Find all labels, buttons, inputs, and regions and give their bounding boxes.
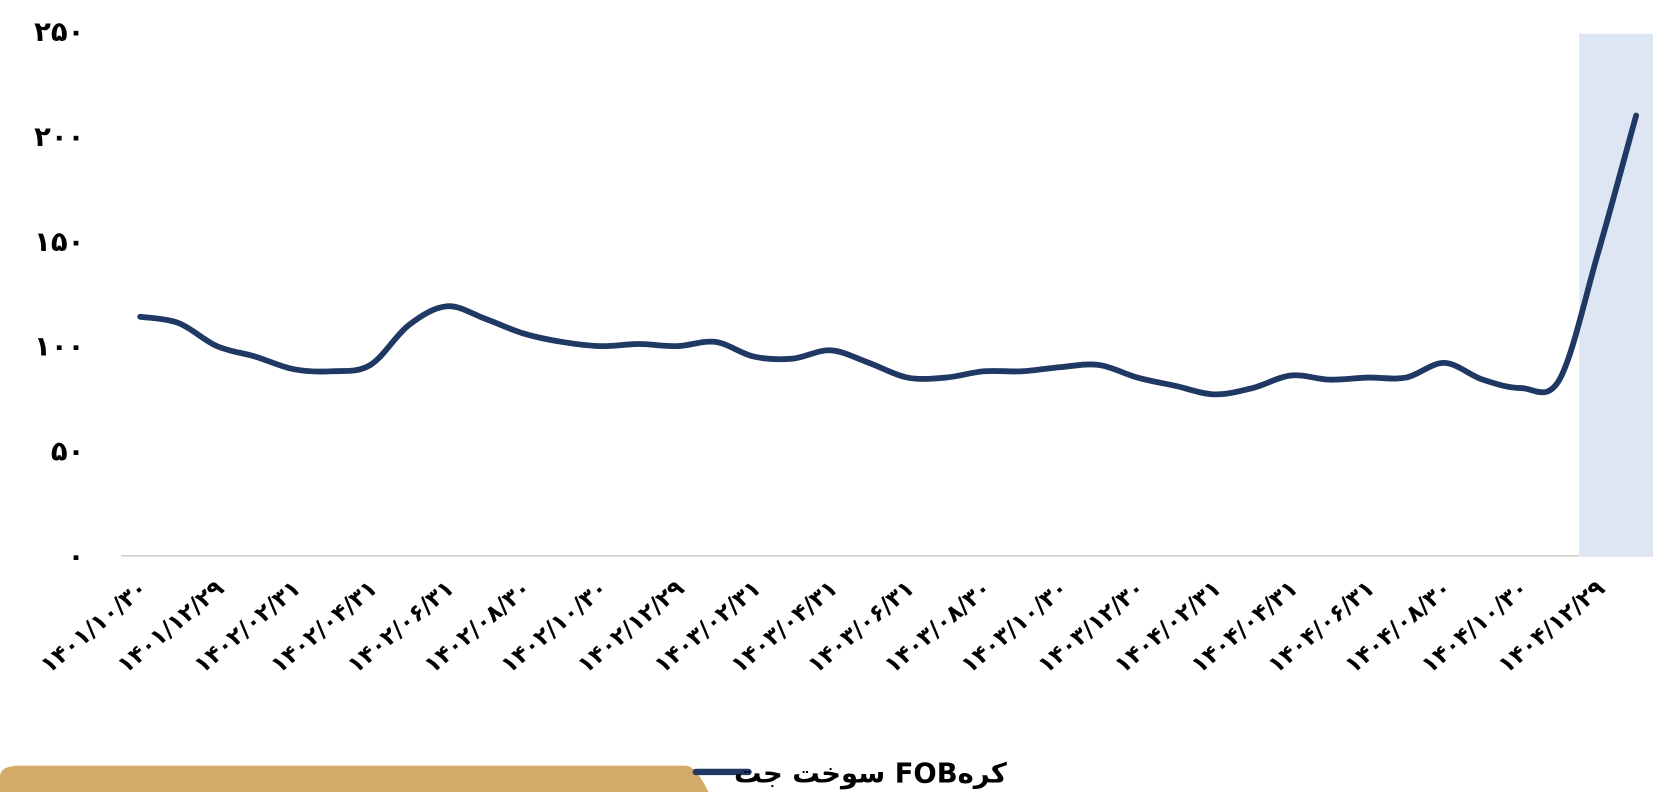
legend-label: سوخت جت FOBکره [734, 759, 1007, 790]
y-tick-label: ۵۰ [51, 436, 84, 467]
y-tick-label: ۲۰۰ [34, 122, 84, 153]
series-line [137, 112, 1640, 398]
y-tick-label: ۱۵۰ [34, 227, 84, 258]
y-tick-label: ۲۵۰ [34, 17, 84, 48]
footer-decoration [0, 765, 709, 792]
y-tick-label: ۱۰۰ [34, 332, 84, 363]
forecast-band [1579, 33, 1653, 557]
y-tick-label: ۰ [68, 541, 85, 572]
